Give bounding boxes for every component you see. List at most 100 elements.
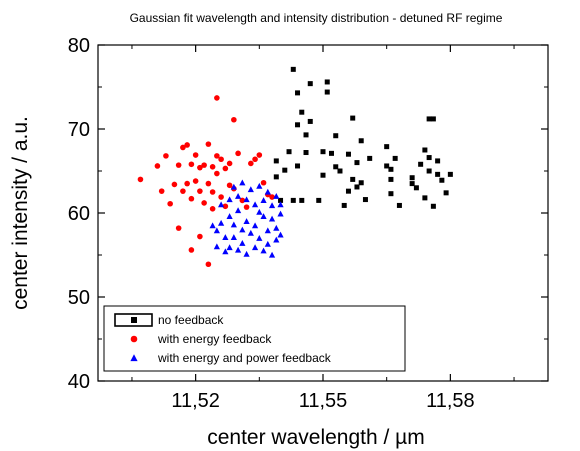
data-point (430, 116, 436, 122)
data-point (188, 247, 195, 253)
data-point (384, 144, 390, 150)
data-point (234, 246, 242, 253)
data-point (226, 160, 233, 167)
legend-label: with energy and power feedback (157, 351, 332, 365)
data-point (243, 196, 250, 203)
chart-title: Gaussian fit wavelength and intensity di… (130, 11, 503, 25)
series-layer (137, 66, 453, 268)
data-point (230, 183, 237, 190)
data-point (252, 156, 258, 163)
data-point (277, 201, 284, 208)
data-point (243, 204, 250, 210)
data-point (418, 161, 424, 167)
data-point (447, 171, 453, 177)
data-point (303, 132, 309, 138)
data-point (273, 236, 280, 243)
data-point (286, 149, 292, 155)
legend-marker (130, 335, 138, 343)
series-circle (137, 95, 275, 268)
y-axis-ticks: 40 50 60 70 80 (68, 35, 548, 393)
data-point (201, 162, 207, 168)
data-point (282, 167, 288, 173)
data-point (222, 248, 229, 255)
data-point (303, 150, 309, 156)
data-point (226, 182, 233, 189)
data-point (409, 181, 415, 187)
data-point (290, 197, 296, 203)
legend-label: with energy feedback (157, 332, 272, 346)
data-point (362, 197, 368, 203)
data-point (171, 181, 178, 188)
data-point (256, 182, 263, 189)
data-point (350, 176, 356, 182)
data-point (426, 116, 432, 122)
data-point (443, 190, 449, 196)
data-point (184, 180, 190, 187)
x-axis-ticks: 11,52 11,55 11,58 (131, 45, 515, 412)
data-point (213, 227, 220, 234)
data-point (396, 202, 402, 208)
data-point (264, 188, 271, 195)
data-point (388, 176, 394, 182)
data-point (295, 90, 301, 96)
data-point (231, 116, 237, 123)
y-tick-label: 70 (68, 119, 90, 141)
data-point (247, 186, 254, 193)
data-point (422, 147, 428, 153)
data-point (197, 188, 203, 194)
data-point (239, 226, 246, 233)
data-point (341, 202, 347, 208)
data-point (260, 213, 267, 219)
data-point (209, 206, 216, 212)
data-point (435, 171, 441, 177)
data-point (388, 191, 394, 197)
data-point (268, 215, 276, 222)
data-point (175, 162, 182, 168)
data-point (299, 197, 305, 203)
data-point (218, 194, 224, 200)
data-point (320, 149, 326, 155)
data-point (205, 180, 212, 187)
data-point (230, 221, 237, 228)
data-point (214, 95, 220, 101)
data-point (388, 166, 394, 172)
data-point (345, 151, 351, 157)
data-point (367, 155, 373, 161)
legend: no feedback with energy feedback with ener… (103, 305, 406, 372)
data-point (273, 174, 279, 180)
data-point (188, 195, 195, 202)
data-point (277, 231, 284, 238)
data-point (235, 150, 241, 157)
legend-marker (131, 317, 137, 323)
y-tick-label: 50 (68, 287, 90, 309)
data-point (392, 155, 398, 161)
data-point (350, 115, 356, 121)
data-point (345, 188, 351, 194)
data-point (192, 178, 199, 184)
data-point (218, 156, 224, 163)
data-point (222, 165, 229, 172)
data-point (158, 188, 165, 194)
data-point (435, 158, 441, 164)
data-point (384, 163, 390, 169)
data-point (205, 261, 212, 268)
data-point (333, 164, 339, 170)
data-point (243, 218, 250, 225)
data-point (197, 164, 203, 171)
data-point (218, 201, 225, 208)
data-point (264, 240, 271, 247)
data-point (324, 79, 330, 85)
y-axis-label: center intensity / a.u. (9, 116, 32, 310)
data-point (307, 81, 313, 87)
x-tick-label: 11,52 (171, 390, 220, 412)
data-point (209, 164, 216, 170)
data-point (201, 200, 207, 206)
data-point (226, 213, 233, 219)
data-point (175, 225, 182, 231)
data-point (426, 168, 432, 174)
data-point (256, 208, 263, 215)
data-point (209, 189, 216, 195)
data-point (273, 224, 280, 231)
data-point (426, 155, 432, 161)
